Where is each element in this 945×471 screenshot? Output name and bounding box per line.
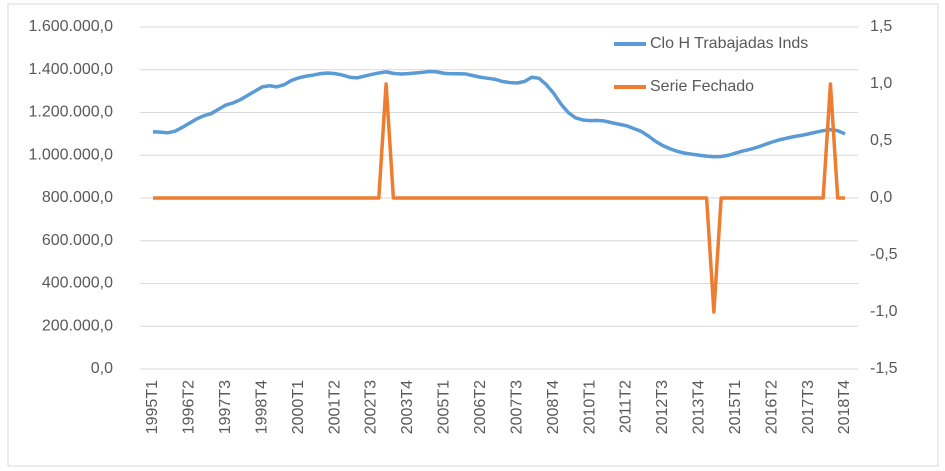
y-tick-label: 1.400.000,0	[28, 61, 113, 78]
x-tick-label: 2008T4	[545, 380, 562, 434]
x-tick-label: 2003T4	[399, 380, 416, 434]
x-tick-label: 1995T1	[144, 380, 161, 434]
y2-tick-label: 1,0	[870, 75, 892, 92]
series-line	[153, 82, 845, 314]
x-tick-label: 2016T2	[763, 380, 780, 434]
x-tick-label: 2017T3	[800, 380, 817, 434]
y2-tick-label: 0,0	[870, 189, 892, 206]
y2-tick-label: -1,5	[870, 360, 898, 377]
x-tick-label: 2015T1	[727, 380, 744, 434]
y-tick-label: 200.000,0	[42, 317, 113, 334]
x-tick-label: 2006T2	[472, 380, 489, 434]
x-tick-label: 1998T4	[253, 380, 270, 434]
x-tick-label: 2001T2	[326, 380, 343, 434]
x-tick-label: 2005T1	[436, 380, 453, 434]
legend-label: Serie Fechado	[650, 78, 754, 95]
y2-tick-label: -1,0	[870, 303, 898, 320]
series-line	[152, 69, 846, 159]
x-tick-label: 2012T3	[654, 380, 671, 434]
x-tick-label: 2011T2	[618, 380, 635, 433]
y-tick-label: 400.000,0	[42, 275, 113, 292]
x-tick-label: 2013T4	[691, 380, 708, 434]
x-tick-label: 2000T1	[290, 380, 307, 434]
y2-tick-label: 0,5	[870, 132, 892, 149]
chart-frame	[7, 3, 939, 467]
y-tick-label: 600.000,0	[42, 232, 113, 249]
y-tick-label: 1.200.000,0	[28, 104, 113, 121]
x-tick-label: 2002T3	[363, 380, 380, 434]
y-tick-label: 1.600.000,0	[28, 18, 113, 35]
x-tick-label: 2007T3	[508, 380, 525, 434]
y2-tick-label: -0,5	[870, 246, 898, 263]
x-tick-label: 2018T4	[836, 380, 853, 434]
x-tick-label: 2010T1	[581, 380, 598, 434]
x-tick-label: 1996T2	[181, 380, 198, 434]
x-tick-label: 1997T3	[217, 380, 234, 434]
y-tick-label: 0,0	[91, 360, 113, 377]
y-tick-label: 1.000.000,0	[28, 146, 113, 163]
y-tick-label: 800.000,0	[42, 189, 113, 206]
legend-label: Clo H Trabajadas Inds	[650, 35, 808, 52]
y2-tick-label: 1,5	[870, 18, 892, 35]
